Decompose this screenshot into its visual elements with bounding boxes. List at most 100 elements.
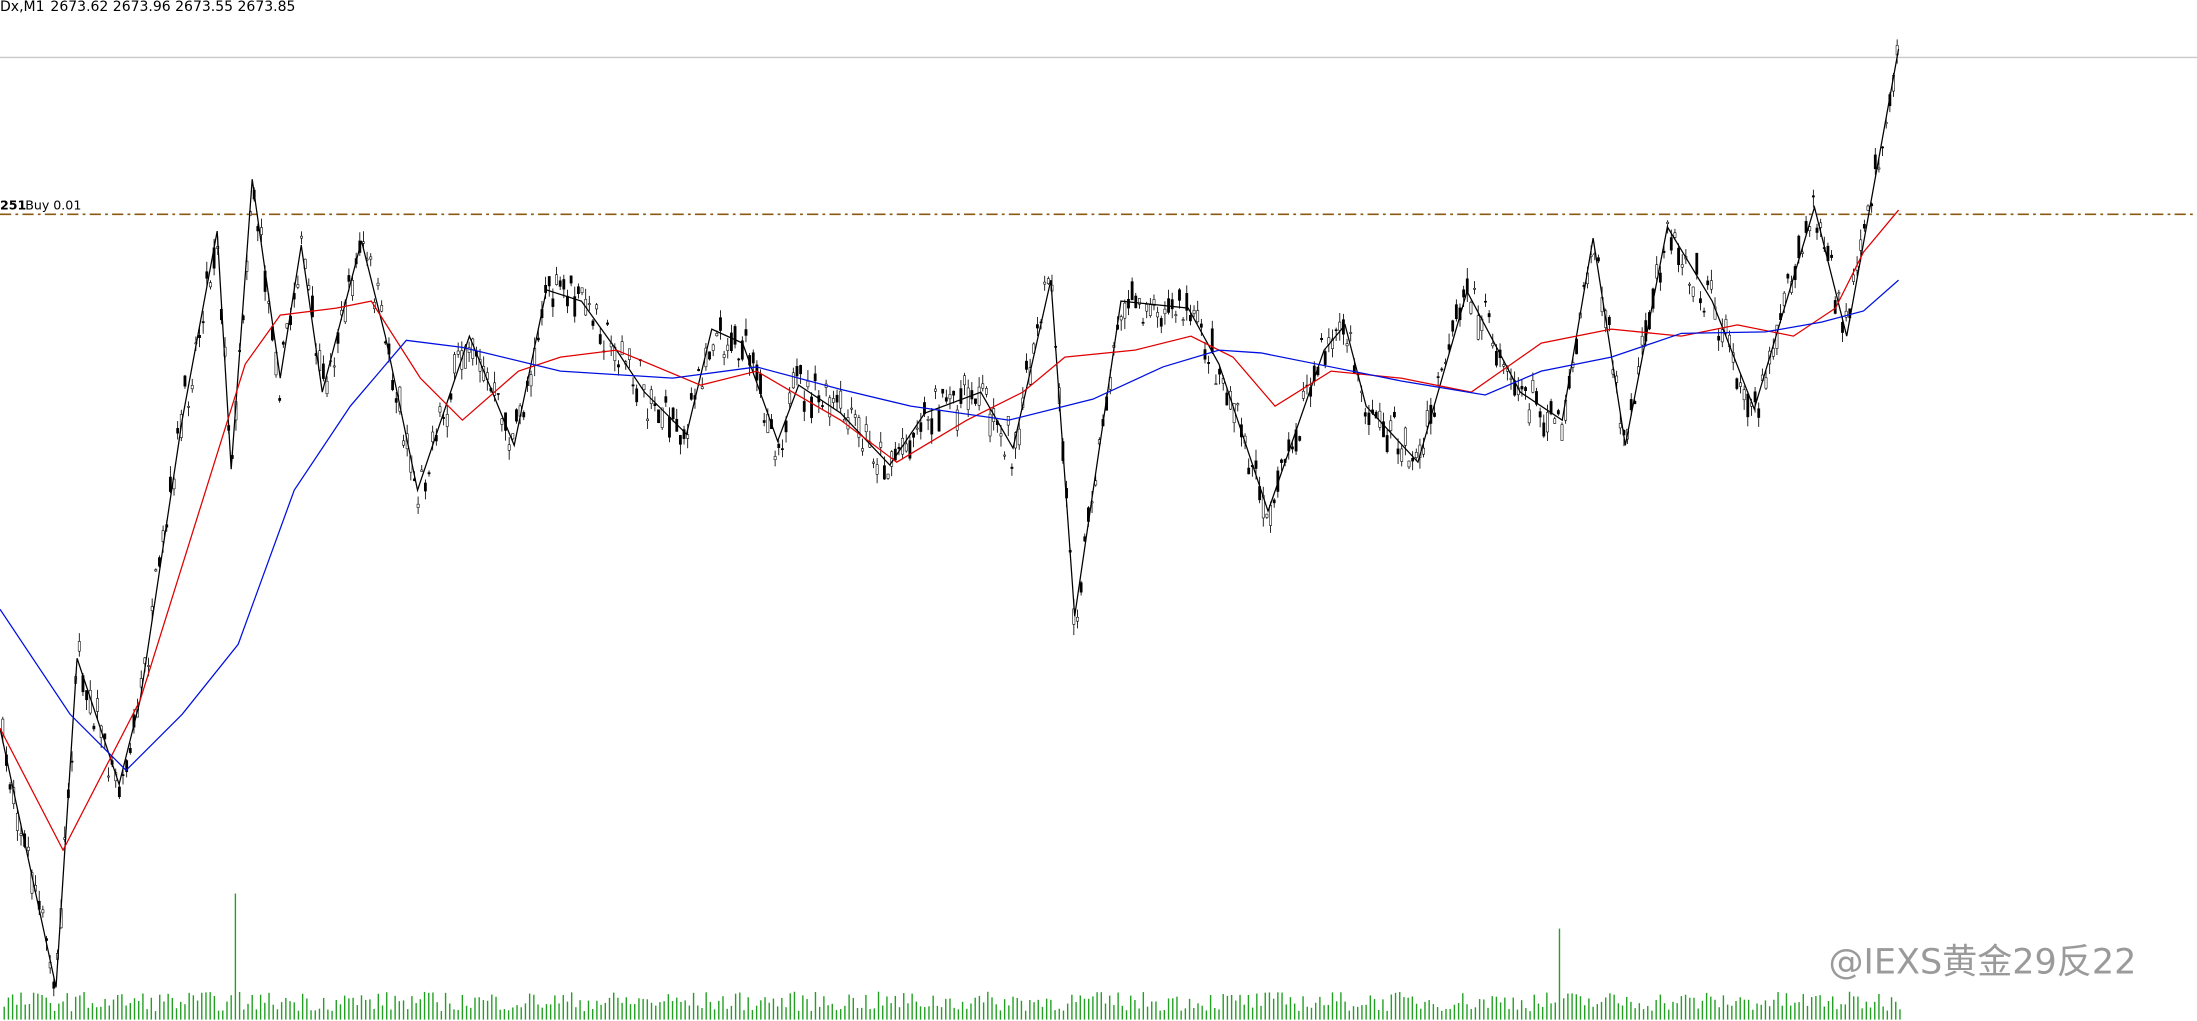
candle-body <box>1742 389 1746 401</box>
candle-body <box>777 443 781 448</box>
candle-body <box>1535 391 1538 405</box>
candle-body <box>449 393 453 400</box>
candle-body <box>1043 281 1047 285</box>
candle-body <box>1866 205 1870 211</box>
candle-body <box>1451 320 1455 332</box>
candle-body <box>1269 504 1272 526</box>
candle-body <box>671 407 675 420</box>
candle-body <box>627 348 631 360</box>
candle-body <box>536 337 540 341</box>
candle-body <box>1407 460 1411 468</box>
candle-body <box>668 416 671 438</box>
candle-body <box>209 282 212 288</box>
candle-body <box>1385 435 1389 452</box>
candle-body <box>1170 299 1174 310</box>
volumes <box>3 893 1901 1020</box>
candle-body <box>631 384 635 387</box>
candle-body <box>1877 167 1881 170</box>
candle-body <box>850 407 854 410</box>
order-price: 251 <box>0 197 26 212</box>
candle-body <box>1298 436 1302 441</box>
candle-body <box>1677 247 1680 266</box>
candle-body <box>168 476 172 492</box>
candle-body <box>1010 466 1014 469</box>
candle-body <box>515 409 518 422</box>
candle-body <box>453 354 456 374</box>
candle-body <box>281 341 285 345</box>
candle-body <box>555 274 558 285</box>
moving-average-fast <box>0 209 1900 852</box>
candle-body <box>580 287 584 293</box>
candle-body <box>664 396 668 403</box>
candle-body <box>904 443 908 452</box>
candle-body <box>1174 314 1178 317</box>
candle-body <box>1782 292 1786 307</box>
candle-body <box>562 279 566 290</box>
candle-body <box>1491 342 1495 347</box>
candle-body <box>1331 338 1334 350</box>
candle-body <box>1247 467 1251 475</box>
candle-body <box>1852 274 1855 282</box>
candle-body <box>150 606 154 611</box>
candle-body <box>511 433 515 440</box>
candle-body <box>1717 335 1721 341</box>
candle-body <box>719 317 722 331</box>
candle-body <box>1156 312 1160 318</box>
candle-body <box>1320 337 1323 340</box>
candle-body <box>1527 409 1531 424</box>
candle-body <box>1130 281 1134 301</box>
candle-body <box>1465 278 1469 293</box>
candle-body <box>930 418 934 435</box>
candle-body <box>1236 403 1240 406</box>
candle-body <box>1688 283 1691 286</box>
candle-body <box>128 747 132 753</box>
candle-body <box>1495 350 1498 366</box>
candle-body <box>1804 221 1808 233</box>
candle-body <box>445 414 449 427</box>
candle-body <box>915 427 919 430</box>
candle-body <box>799 365 803 375</box>
candle-body <box>999 433 1003 437</box>
ohlc-label: 2673.62 2673.96 2673.55 2673.85 <box>50 0 295 15</box>
candle-body <box>1815 227 1819 233</box>
candle-body <box>1462 289 1466 298</box>
candle-body <box>1862 224 1866 229</box>
candle-body <box>948 394 952 400</box>
candle-body <box>351 280 354 296</box>
candle-body <box>1003 454 1007 457</box>
candle-body <box>697 369 701 372</box>
candle-body <box>529 374 533 387</box>
candle-body <box>711 344 715 351</box>
candle-body <box>1334 329 1338 332</box>
candle-body <box>391 380 395 391</box>
candle-body <box>1185 293 1189 311</box>
candle-body <box>467 347 471 353</box>
candle-body <box>278 398 282 401</box>
candle-body <box>1669 237 1673 251</box>
candle-body <box>1746 393 1750 418</box>
candle-body <box>1797 235 1801 259</box>
candle-body <box>1549 401 1553 415</box>
candle-body <box>682 429 686 439</box>
candle-body <box>1393 411 1396 418</box>
candle-body <box>1469 302 1473 314</box>
candle-body <box>190 385 194 390</box>
candle-body <box>617 364 620 368</box>
candle-body <box>1764 377 1768 389</box>
candle-body <box>311 295 314 318</box>
candle-body <box>1323 351 1327 365</box>
candle-body <box>41 909 45 914</box>
candle-body <box>784 420 788 433</box>
candle-body <box>176 428 180 434</box>
candle-body <box>595 304 599 310</box>
candle-body <box>981 383 985 389</box>
candle-body <box>861 448 864 452</box>
candle-body <box>558 280 562 287</box>
candle-body <box>1152 299 1156 307</box>
candle-body <box>1036 324 1039 329</box>
price-tag <box>0 197 23 213</box>
candle-body <box>85 690 88 701</box>
